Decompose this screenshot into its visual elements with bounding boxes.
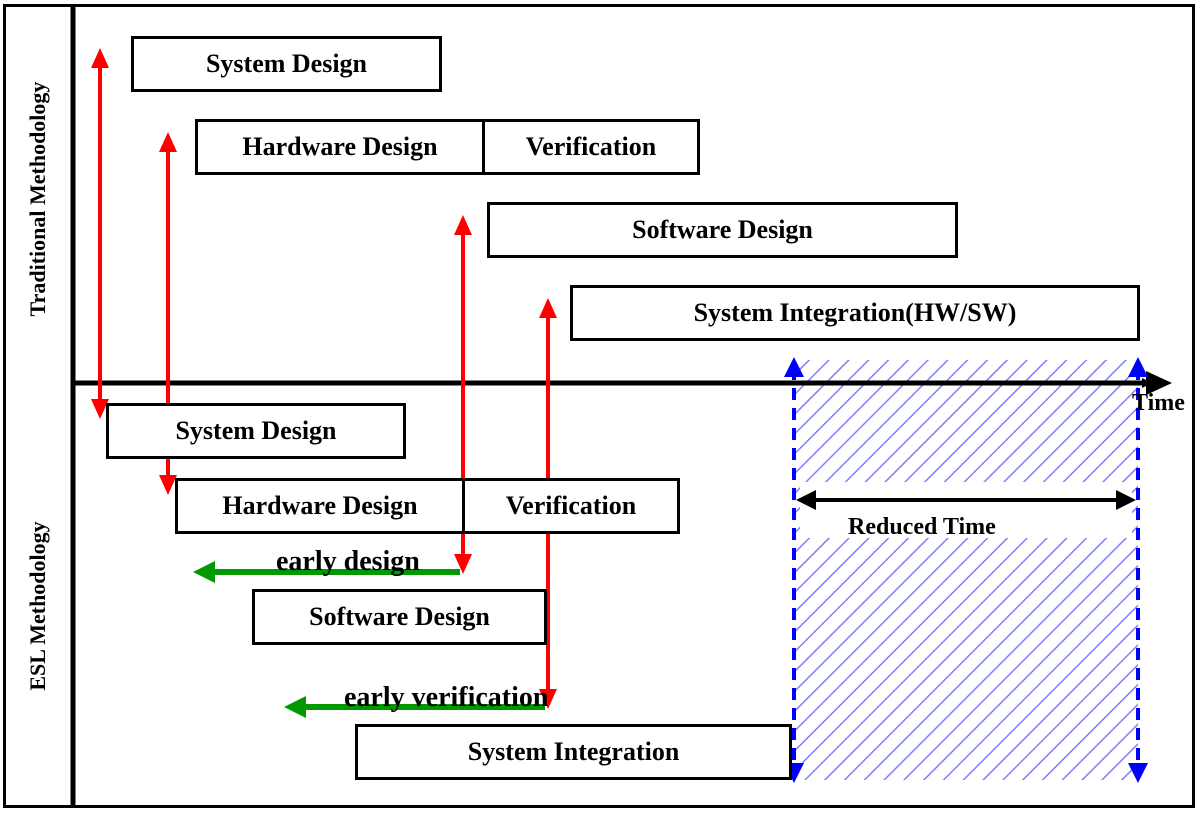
- box-row: Software Design: [487, 202, 958, 258]
- box-row: System Integration: [355, 724, 792, 780]
- phase-box: Software Design: [487, 202, 958, 258]
- phase-box: System Integration(HW/SW): [570, 285, 1140, 341]
- box-row: Hardware DesignVerification: [195, 119, 700, 175]
- label-reduced-time: Reduced Time: [848, 514, 996, 541]
- box-row: System Integration(HW/SW): [570, 285, 1140, 341]
- phase-box: System Integration: [355, 724, 792, 780]
- phase-box: System Design: [131, 36, 442, 92]
- label-time-axis: Time: [1132, 390, 1185, 417]
- diagram-stage: Traditional Methodology ESL Methodology …: [0, 0, 1200, 813]
- box-row: Hardware DesignVerification: [175, 478, 680, 534]
- phase-box: Software Design: [252, 589, 547, 645]
- phase-box: System Design: [106, 403, 406, 459]
- box-row: System Design: [106, 403, 406, 459]
- label-early-verification: early verification: [344, 682, 548, 714]
- phase-box: Hardware Design: [175, 478, 465, 534]
- label-early-design: early design: [276, 546, 420, 578]
- phase-box: Verification: [465, 478, 680, 534]
- box-row: System Design: [131, 36, 442, 92]
- label-traditional-methodology: Traditional Methodology: [25, 59, 51, 339]
- phase-box: Hardware Design: [195, 119, 485, 175]
- phase-box: Verification: [485, 119, 700, 175]
- box-row: Software Design: [252, 589, 547, 645]
- label-esl-methodology: ESL Methodology: [25, 496, 51, 716]
